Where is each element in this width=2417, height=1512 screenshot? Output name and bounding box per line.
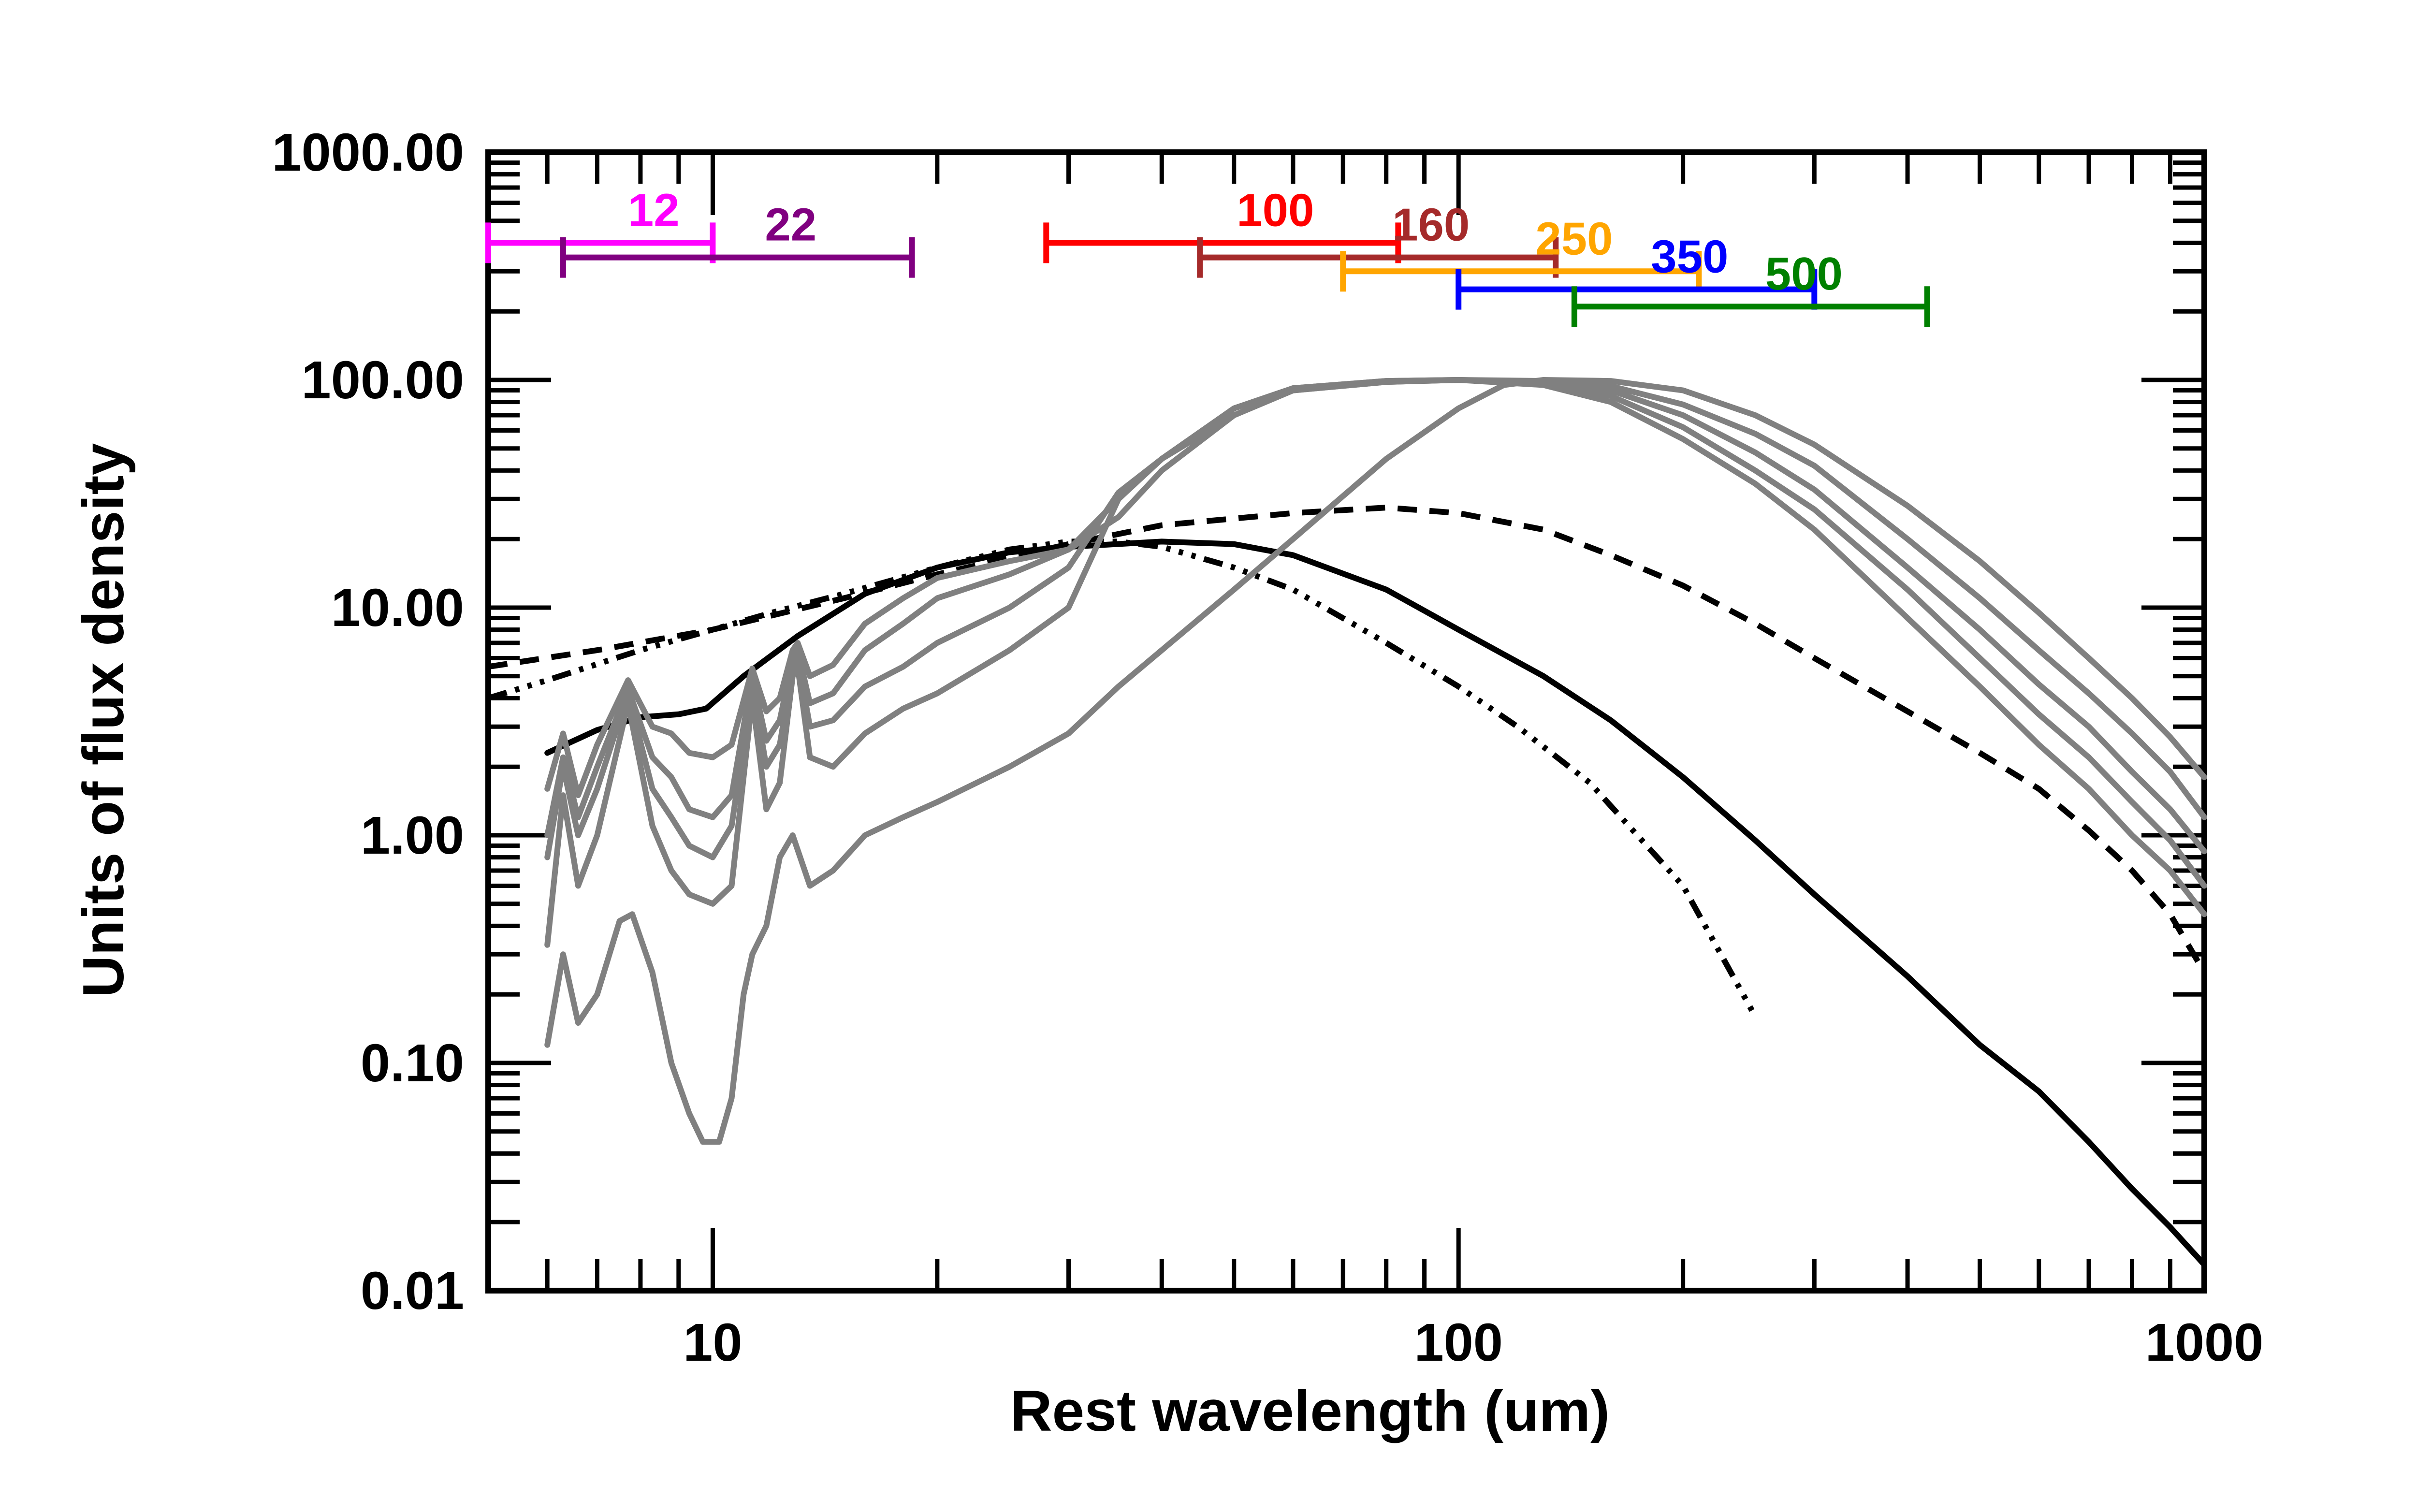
y-tick-label: 0.01 [361, 1261, 464, 1321]
band-label: 250 [1535, 213, 1613, 264]
x-tick-label: 10 [683, 1313, 742, 1372]
template-grey-4 [544, 377, 2207, 948]
x-tick-label: 1000 [2145, 1313, 2264, 1372]
band-label: 500 [1765, 248, 1843, 300]
band-12: 12 [485, 184, 716, 263]
y-tick-label: 100.00 [302, 350, 464, 410]
band-label: 12 [628, 184, 680, 236]
x-axis-title: Rest wavelength (um) [1010, 1379, 1610, 1443]
series-group [487, 377, 2207, 1268]
x-tick-label: 100 [1414, 1313, 1503, 1372]
band-250: 250 [1340, 213, 1702, 292]
y-tick-label: 10.00 [331, 578, 464, 638]
template-grey-5 [544, 377, 2207, 1145]
sed-solid-black [544, 538, 2207, 1268]
template-grey-3 [544, 377, 2207, 860]
y-tick-labels: 0.01 0.10 1.00 10.00 100.00 1000.00 [272, 123, 464, 1321]
band-label: 350 [1651, 231, 1728, 283]
band-label: 100 [1237, 184, 1314, 236]
sed-dashed-black [488, 505, 2207, 974]
axis-ticks [486, 150, 2207, 1293]
plot-frame [485, 149, 2207, 1294]
y-tick-label: 1000.00 [272, 123, 464, 182]
plot-border [485, 149, 2207, 1294]
band-label: 22 [765, 199, 816, 251]
bands-group: 12 22 100 160 250 350 500 [485, 184, 1930, 327]
y-tick-label: 1.00 [361, 806, 464, 865]
x-tick-labels: 10 100 1000 [683, 1313, 2263, 1372]
y-axis-title: Units of flux density [71, 443, 136, 997]
band-label: 160 [1392, 199, 1470, 251]
template-grey-1 [544, 377, 2207, 917]
band-22: 22 [560, 199, 915, 278]
y-tick-label: 0.10 [361, 1033, 464, 1093]
template-grey-2 [544, 377, 2207, 889]
sed-dashdot-black [487, 538, 1758, 1018]
band-350: 350 [1456, 231, 1818, 310]
band-500: 500 [1571, 248, 1930, 327]
